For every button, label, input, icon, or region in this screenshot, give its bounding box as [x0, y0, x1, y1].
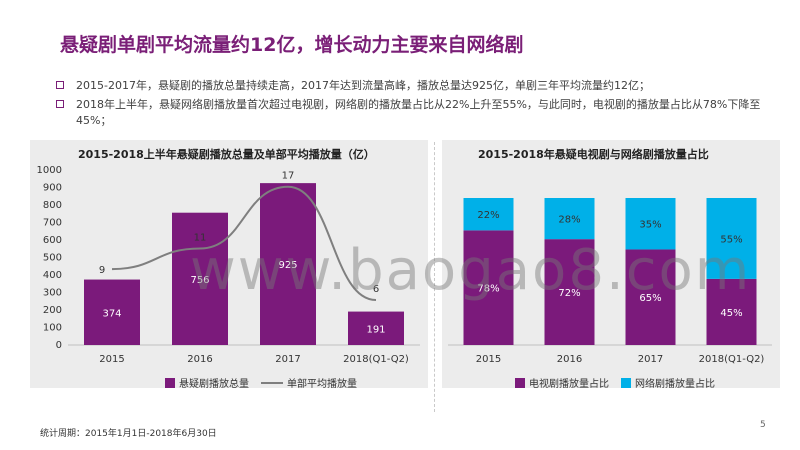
legend-line-average [261, 381, 283, 384]
y-tick-label: 800 [43, 200, 62, 211]
y-tick-label: 0 [56, 340, 62, 351]
bar-tv-2015 [463, 230, 514, 345]
bullet-list: 2015-2017年，悬疑剧的播放总量持续走高，2017年达到流量高峰，播放总量… [56, 78, 776, 132]
x-tick-label: 2018(Q1-Q2) [343, 354, 409, 365]
bar-total-2018(Q1-Q2) [348, 311, 404, 345]
bullet-item: 2015-2017年，悬疑剧的播放总量持续走高，2017年达到流量高峰，播放总量… [56, 78, 776, 94]
bar-tv-label: 65% [639, 293, 661, 304]
line-average-series [111, 185, 377, 301]
bullet-text: 2018年上半年，悬疑网络剧播放量首次超过电视剧，网络剧的播放量占比从22%上升… [76, 98, 761, 127]
bar-tv-label: 72% [558, 288, 580, 299]
y-tick-label: 300 [43, 288, 62, 299]
x-tick-label: 2018(Q1-Q2) [699, 354, 765, 365]
y-tick-label: 100 [43, 323, 62, 334]
bar-web-2016 [544, 198, 595, 240]
bullet-item: 2018年上半年，悬疑网络剧播放量首次超过电视剧，网络剧的播放量占比从22%上升… [56, 97, 776, 129]
bar-tv-2016 [544, 239, 595, 345]
y-tick-label: 600 [43, 235, 62, 246]
bar-web-label: 55% [720, 234, 742, 245]
x-tick-label: 2017 [638, 354, 663, 365]
bar-value-label: 191 [366, 324, 385, 335]
chart-divider [434, 142, 435, 412]
bar-web-2015 [463, 198, 514, 231]
legend-swatch-web [621, 377, 631, 388]
y-tick-label: 500 [43, 253, 62, 264]
left-chart-title: 2015-2018上半年悬疑剧播放总量及单部平均播放量（亿） [78, 148, 375, 161]
bar-total-2017 [260, 183, 316, 345]
x-tick-label: 2016 [557, 354, 582, 365]
slide-title: 悬疑剧单剧平均流量约12亿，增长动力主要来自网络剧 [60, 34, 524, 56]
bar-total-2015 [84, 279, 140, 345]
bar-total-2016 [172, 212, 228, 345]
left-chart-legend: 悬疑剧播放总量 单部平均播放量 [165, 375, 357, 390]
square-bullet-icon [56, 100, 64, 108]
y-tick-label: 200 [43, 305, 62, 316]
bar-value-label: 756 [190, 275, 209, 286]
left-chart-panel [30, 140, 428, 388]
right-chart-legend: 电视剧播放量占比 网络剧播放量占比 [515, 375, 715, 390]
x-tick-label: 2015 [476, 354, 501, 365]
bullet-text: 2015-2017年，悬疑剧的播放总量持续走高，2017年达到流量高峰，播放总量… [76, 79, 650, 92]
watermark: www.baogao8.com [190, 238, 752, 303]
right-chart-title: 2015-2018年悬疑电视剧与网络剧播放量占比 [478, 148, 709, 161]
bar-tv-label: 78% [477, 284, 499, 295]
line-average-label: 6 [373, 284, 379, 295]
legend-label-total: 悬疑剧播放总量 [179, 379, 249, 390]
footnote: 统计周期：2015年1月1日-2018年6月30日 [40, 429, 217, 439]
legend-swatch-total [165, 377, 175, 388]
legend-swatch-tv [515, 377, 525, 388]
y-tick-label: 1000 [37, 165, 62, 176]
bar-web-2018(Q1-Q2) [706, 198, 757, 279]
bar-web-label: 35% [639, 220, 661, 231]
bar-tv-2018(Q1-Q2) [706, 278, 757, 345]
y-tick-label: 900 [43, 183, 62, 194]
bar-value-label: 374 [102, 308, 121, 319]
bar-web-label: 22% [477, 210, 499, 221]
line-average-label: 9 [99, 265, 105, 276]
legend-label-tv: 电视剧播放量占比 [529, 379, 609, 390]
x-tick-label: 2016 [187, 354, 212, 365]
page-number: 5 [760, 420, 766, 430]
bar-web-2017 [625, 198, 676, 250]
square-bullet-icon [56, 81, 64, 89]
bar-value-label: 925 [278, 260, 297, 271]
x-tick-label: 2015 [99, 354, 124, 365]
bar-tv-2017 [625, 249, 676, 345]
y-tick-label: 700 [43, 218, 62, 229]
bar-web-label: 28% [558, 215, 580, 226]
legend-label-web: 网络剧播放量占比 [635, 379, 715, 390]
legend-label-average: 单部平均播放量 [287, 379, 357, 390]
bar-tv-label: 45% [720, 308, 742, 319]
y-tick-label: 400 [43, 270, 62, 281]
line-average-label: 17 [282, 171, 295, 182]
line-average-label: 11 [194, 233, 207, 244]
x-tick-label: 2017 [275, 354, 300, 365]
